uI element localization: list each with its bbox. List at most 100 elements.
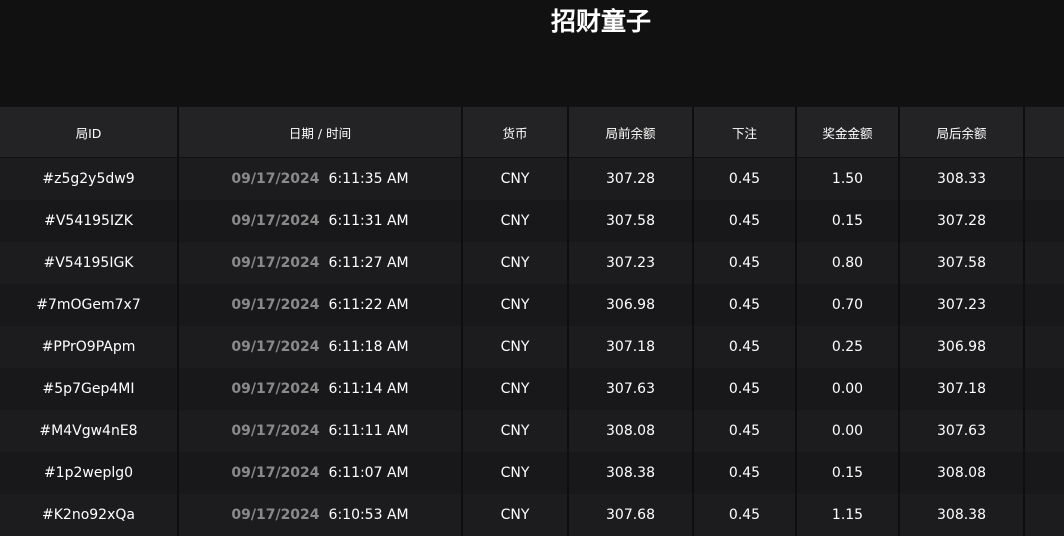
cell-text: 307.28 bbox=[606, 171, 655, 187]
table-cell: 307.23 bbox=[569, 242, 694, 284]
table-cell: 307.58 bbox=[569, 200, 694, 242]
cell-text: #5p7Gep4MI bbox=[42, 381, 135, 397]
cell-text: 0.70 bbox=[831, 297, 864, 313]
table-row: #K2no92xQa 09/17/2024 6:10:53 AM CNY 307.68 0… bbox=[0, 494, 1064, 536]
cell-text: CNY bbox=[500, 297, 530, 313]
date-text: 09/17/2024 bbox=[231, 213, 320, 229]
date-text: 09/17/2024 bbox=[231, 339, 320, 355]
table-row: #5p7Gep4MI 09/17/2024 6:11:14 AM CNY 307.63 0… bbox=[0, 368, 1064, 410]
table-cell: 307.18 bbox=[900, 368, 1025, 410]
time-text: 6:11:07 AM bbox=[328, 465, 409, 481]
table-cell: 09/17/2024 6:10:53 AM bbox=[179, 494, 463, 536]
table-row: #z5g2y5dw9 09/17/2024 6:11:35 AM CNY 307.28 0… bbox=[0, 158, 1064, 200]
cell-text: 0.45 bbox=[728, 213, 761, 229]
table-cell: 307.63 bbox=[569, 368, 694, 410]
cell-text: 0.25 bbox=[831, 339, 864, 355]
column-header bbox=[1025, 107, 1064, 157]
cell-text: #V54195IGK bbox=[43, 255, 134, 271]
table-cell: #K2no92xQa bbox=[0, 494, 179, 536]
cell-text: 0.80 bbox=[831, 255, 864, 271]
cell-text: 307.28 bbox=[937, 213, 986, 229]
table-cell: 307.28 bbox=[900, 200, 1025, 242]
table-cell: #V54195IZK bbox=[0, 200, 179, 242]
cell-text: 0.45 bbox=[728, 339, 761, 355]
time-text: 6:11:22 AM bbox=[328, 297, 409, 313]
table-cell: 0.00 bbox=[797, 368, 900, 410]
column-header: 局后余额 bbox=[900, 107, 1025, 157]
table-cell: 0.80 bbox=[797, 242, 900, 284]
cell-text: 0.45 bbox=[728, 465, 761, 481]
cell-text: CNY bbox=[500, 213, 530, 229]
date-text: 09/17/2024 bbox=[231, 297, 320, 313]
cell-text: CNY bbox=[500, 423, 530, 439]
table-cell: 09/17/2024 6:11:07 AM bbox=[179, 452, 463, 494]
table-cell: 0.45 bbox=[694, 494, 797, 536]
cell-text: 0.15 bbox=[831, 213, 864, 229]
table-cell bbox=[1025, 326, 1064, 368]
cell-text: 0.45 bbox=[728, 423, 761, 439]
cell-text: 308.38 bbox=[606, 465, 655, 481]
table-cell: 308.08 bbox=[569, 410, 694, 452]
table-cell: #V54195IGK bbox=[0, 242, 179, 284]
table-row: #7mOGem7x7 09/17/2024 6:11:22 AM CNY 306.98 0… bbox=[0, 284, 1064, 326]
table-cell: CNY bbox=[463, 410, 569, 452]
table-cell: 0.45 bbox=[694, 200, 797, 242]
table-cell: 308.38 bbox=[900, 494, 1025, 536]
table-cell bbox=[1025, 410, 1064, 452]
cell-text: 308.08 bbox=[937, 465, 986, 481]
cell-text: #M4Vgw4nE8 bbox=[39, 423, 138, 439]
cell-text: #z5g2y5dw9 bbox=[42, 171, 135, 187]
cell-text: 0.00 bbox=[831, 381, 864, 397]
date-text: 09/17/2024 bbox=[231, 255, 320, 271]
cell-text: 307.58 bbox=[937, 255, 986, 271]
table-cell: CNY bbox=[463, 368, 569, 410]
time-text: 6:11:35 AM bbox=[328, 171, 409, 187]
cell-text: 307.23 bbox=[606, 255, 655, 271]
date-text: 09/17/2024 bbox=[231, 381, 320, 397]
time-text: 6:11:14 AM bbox=[328, 381, 409, 397]
cell-text: 307.18 bbox=[606, 339, 655, 355]
time-text: 6:11:27 AM bbox=[328, 255, 409, 271]
time-text: 6:11:11 AM bbox=[328, 423, 409, 439]
cell-text: 0.45 bbox=[728, 507, 761, 523]
table-cell: 0.45 bbox=[694, 368, 797, 410]
cell-text: 308.38 bbox=[937, 507, 986, 523]
table-cell: 0.45 bbox=[694, 410, 797, 452]
cell-text: CNY bbox=[500, 381, 530, 397]
cell-text: 308.33 bbox=[937, 171, 986, 187]
cell-text: CNY bbox=[500, 339, 530, 355]
time-text: 6:11:31 AM bbox=[328, 213, 409, 229]
cell-text: 0.15 bbox=[831, 465, 864, 481]
table-cell: 307.58 bbox=[900, 242, 1025, 284]
cell-text: 307.63 bbox=[937, 423, 986, 439]
table-cell: #5p7Gep4MI bbox=[0, 368, 179, 410]
header-row: 局ID 日期 / 时间 货币 局前余额 下注 奖金金额 局后余额 bbox=[0, 107, 1064, 157]
cell-text: 307.63 bbox=[606, 381, 655, 397]
cell-text: #1p2weplg0 bbox=[43, 465, 134, 481]
cell-text: 307.58 bbox=[606, 213, 655, 229]
cell-text: #V54195IZK bbox=[44, 213, 133, 229]
date-text: 09/17/2024 bbox=[231, 171, 320, 187]
cell-text: 0.45 bbox=[728, 297, 761, 313]
table-cell: 307.28 bbox=[569, 158, 694, 200]
table-row: #V54195IGK 09/17/2024 6:11:27 AM CNY 307.23 0… bbox=[0, 242, 1064, 284]
table-cell bbox=[1025, 452, 1064, 494]
table-cell bbox=[1025, 200, 1064, 242]
time-text: 6:11:18 AM bbox=[328, 339, 409, 355]
date-text: 09/17/2024 bbox=[231, 465, 320, 481]
table-cell: 09/17/2024 6:11:11 AM bbox=[179, 410, 463, 452]
cell-text: CNY bbox=[500, 465, 530, 481]
history-table: 局ID 日期 / 时间 货币 局前余额 下注 奖金金额 局后余额 #z5g2y5dw9 09/1… bbox=[0, 107, 1064, 536]
table-cell bbox=[1025, 284, 1064, 326]
table-cell bbox=[1025, 158, 1064, 200]
table-cell: 09/17/2024 6:11:31 AM bbox=[179, 200, 463, 242]
table-cell: 0.45 bbox=[694, 326, 797, 368]
table-cell: #PPrO9PApm bbox=[0, 326, 179, 368]
table-cell: 306.98 bbox=[900, 326, 1025, 368]
table-cell: 0.25 bbox=[797, 326, 900, 368]
page-title: 招财童子 bbox=[550, 7, 651, 36]
table-cell: 308.08 bbox=[900, 452, 1025, 494]
table-cell: 0.70 bbox=[797, 284, 900, 326]
table-row: #M4Vgw4nE8 09/17/2024 6:11:11 AM CNY 308.08 0… bbox=[0, 410, 1064, 452]
table-cell: CNY bbox=[463, 284, 569, 326]
